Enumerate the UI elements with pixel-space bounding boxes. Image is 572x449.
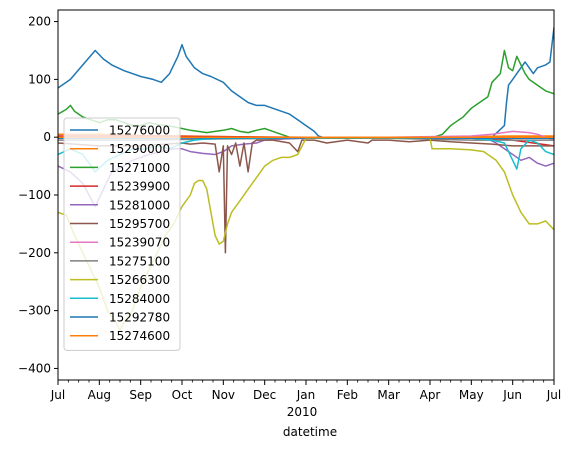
y-tick-label-6: −400 [18, 361, 51, 375]
x-axis-title: datetime [283, 425, 337, 439]
legend-label-15239900: 15239900 [109, 180, 170, 194]
legend-label-15281000: 15281000 [109, 198, 170, 212]
y-axis: 200 100 0 −100 −200 −300 −400 [18, 15, 58, 375]
x-tick-label-4: Nov [212, 388, 235, 402]
y-tick-label-0: 200 [28, 15, 51, 29]
x-tick-label-7: Feb [337, 388, 358, 402]
legend: 15276000 15290000 15271000 15239900 15281000… [63, 117, 181, 351]
legend-label-15266300: 15266300 [109, 273, 170, 287]
x-tick-label-8: Mar [377, 388, 400, 402]
series-line-15295700 [58, 139, 554, 254]
y-tick-label-3: −100 [18, 188, 51, 202]
x-tick-label-12: Jul [546, 388, 561, 402]
x-tick-label-9: Apr [420, 388, 441, 402]
x-tick-label-5: Dec [253, 388, 276, 402]
x-tick-label-1: Aug [88, 388, 111, 402]
legend-label-15290000: 15290000 [109, 142, 170, 156]
legend-label-15292780: 15292780 [109, 311, 170, 325]
x-tick-label-2: Sep [129, 388, 152, 402]
x-tick-label-11: Jun [502, 388, 522, 402]
legend-box [63, 117, 181, 351]
legend-label-15239070: 15239070 [109, 236, 170, 250]
y-tick-label-1: 100 [28, 72, 51, 86]
y-tick-label-2: 0 [43, 130, 51, 144]
series-line-15276000 [58, 27, 554, 138]
x-year-label: 2010 [287, 405, 318, 419]
legend-label-15284000: 15284000 [109, 292, 170, 306]
x-tick-label-3: Oct [172, 388, 193, 402]
legend-label-15276000: 15276000 [109, 124, 170, 138]
legend-label-15295700: 15295700 [109, 217, 170, 231]
x-tick-label-0: Jul [50, 388, 65, 402]
x-tick-label-6: Jan [296, 388, 316, 402]
x-tick-label-10: May [459, 388, 484, 402]
x-axis: Jul Aug Sep Oct Nov Dec Jan Feb Mar Apr May Jun Jul [50, 380, 561, 402]
legend-label-15275100: 15275100 [109, 254, 170, 268]
y-tick-label-4: −200 [18, 246, 51, 260]
y-tick-label-5: −300 [18, 304, 51, 318]
legend-label-15274600: 15274600 [109, 329, 170, 343]
legend-label-15271000: 15271000 [109, 161, 170, 175]
